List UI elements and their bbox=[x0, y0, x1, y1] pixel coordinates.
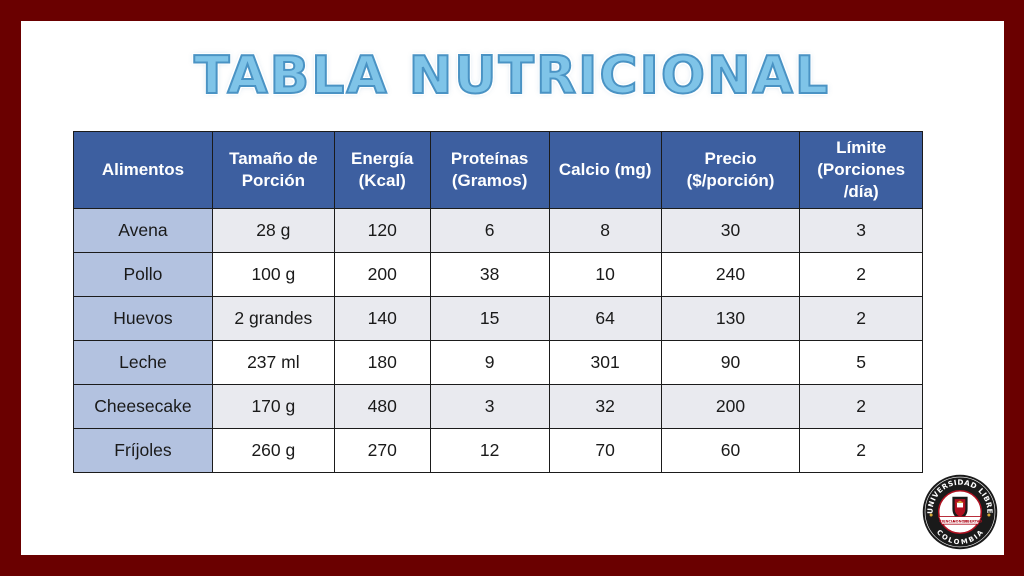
table-header-row: Alimentos Tamaño de Porción Energía (Kca… bbox=[73, 131, 923, 209]
cell-protein: 38 bbox=[429, 252, 550, 297]
cell-calcium: 301 bbox=[548, 340, 662, 385]
cell-portion: 100 g bbox=[211, 252, 335, 297]
header-precio: Precio ($/porción) bbox=[660, 131, 801, 209]
cell-limit: 2 bbox=[799, 428, 923, 473]
cell-calcium: 64 bbox=[548, 296, 662, 341]
cell-price: 90 bbox=[660, 340, 801, 385]
cell-portion: 237 ml bbox=[211, 340, 335, 385]
cell-portion: 28 g bbox=[211, 208, 335, 253]
cell-price: 30 bbox=[660, 208, 801, 253]
cell-energy: 270 bbox=[333, 428, 431, 473]
header-tamano-porcion: Tamaño de Porción bbox=[211, 131, 335, 209]
cell-calcium: 8 bbox=[548, 208, 662, 253]
cell-food: Cheesecake bbox=[73, 384, 213, 429]
cell-protein: 6 bbox=[429, 208, 550, 253]
header-limite: Límite (Porciones /día) bbox=[799, 131, 923, 209]
table-row: Cheesecake 170 g 480 3 32 200 2 bbox=[73, 384, 923, 429]
cell-portion: 2 grandes bbox=[211, 296, 335, 341]
header-alimentos: Alimentos bbox=[73, 131, 213, 209]
cell-food: Avena bbox=[73, 208, 213, 253]
cell-limit: 5 bbox=[799, 340, 923, 385]
cell-protein: 9 bbox=[429, 340, 550, 385]
cell-calcium: 32 bbox=[548, 384, 662, 429]
header-energia: Energía (Kcal) bbox=[333, 131, 431, 209]
star-right-icon bbox=[987, 513, 991, 517]
cell-protein: 15 bbox=[429, 296, 550, 341]
header-calcio: Calcio (mg) bbox=[548, 131, 662, 209]
table-row: Pollo 100 g 200 38 10 240 2 bbox=[73, 252, 923, 297]
cell-food: Huevos bbox=[73, 296, 213, 341]
cell-limit: 3 bbox=[799, 208, 923, 253]
cell-limit: 2 bbox=[799, 252, 923, 297]
cell-food: Pollo bbox=[73, 252, 213, 297]
table-row: Fríjoles 260 g 270 12 70 60 2 bbox=[73, 428, 923, 473]
seal-ribbon bbox=[938, 516, 982, 525]
cell-protein: 12 bbox=[429, 428, 550, 473]
cell-portion: 170 g bbox=[211, 384, 335, 429]
ribbon-left-text: CIENCIA bbox=[939, 519, 955, 523]
cell-food: Fríjoles bbox=[73, 428, 213, 473]
cell-price: 60 bbox=[660, 428, 801, 473]
table-row: Huevos 2 grandes 140 15 64 130 2 bbox=[73, 296, 923, 341]
table-row: Leche 237 ml 180 9 301 90 5 bbox=[73, 340, 923, 385]
cell-energy: 180 bbox=[333, 340, 431, 385]
star-left-icon bbox=[929, 513, 933, 517]
nutrition-table: Alimentos Tamaño de Porción Energía (Kca… bbox=[73, 131, 923, 473]
cell-limit: 2 bbox=[799, 384, 923, 429]
table-row: Avena 28 g 120 6 8 30 3 bbox=[73, 208, 923, 253]
cell-energy: 140 bbox=[333, 296, 431, 341]
cell-price: 240 bbox=[660, 252, 801, 297]
page-title: Tabla Nutricional bbox=[193, 45, 830, 107]
cell-price: 200 bbox=[660, 384, 801, 429]
ribbon-center-text: HONOR bbox=[953, 519, 968, 523]
cell-portion: 260 g bbox=[211, 428, 335, 473]
university-seal-logo: UNIVERSIDAD LIBRE COLOMBIA CIENCIA HONOR… bbox=[922, 474, 998, 550]
cell-limit: 2 bbox=[799, 296, 923, 341]
ribbon-right-text: LIBERTAD bbox=[964, 519, 983, 523]
cell-calcium: 10 bbox=[548, 252, 662, 297]
cell-food: Leche bbox=[73, 340, 213, 385]
cell-energy: 120 bbox=[333, 208, 431, 253]
header-proteinas: Proteínas (Gramos) bbox=[429, 131, 550, 209]
cell-calcium: 70 bbox=[548, 428, 662, 473]
cell-energy: 200 bbox=[333, 252, 431, 297]
cell-price: 130 bbox=[660, 296, 801, 341]
cell-protein: 3 bbox=[429, 384, 550, 429]
cell-energy: 480 bbox=[333, 384, 431, 429]
